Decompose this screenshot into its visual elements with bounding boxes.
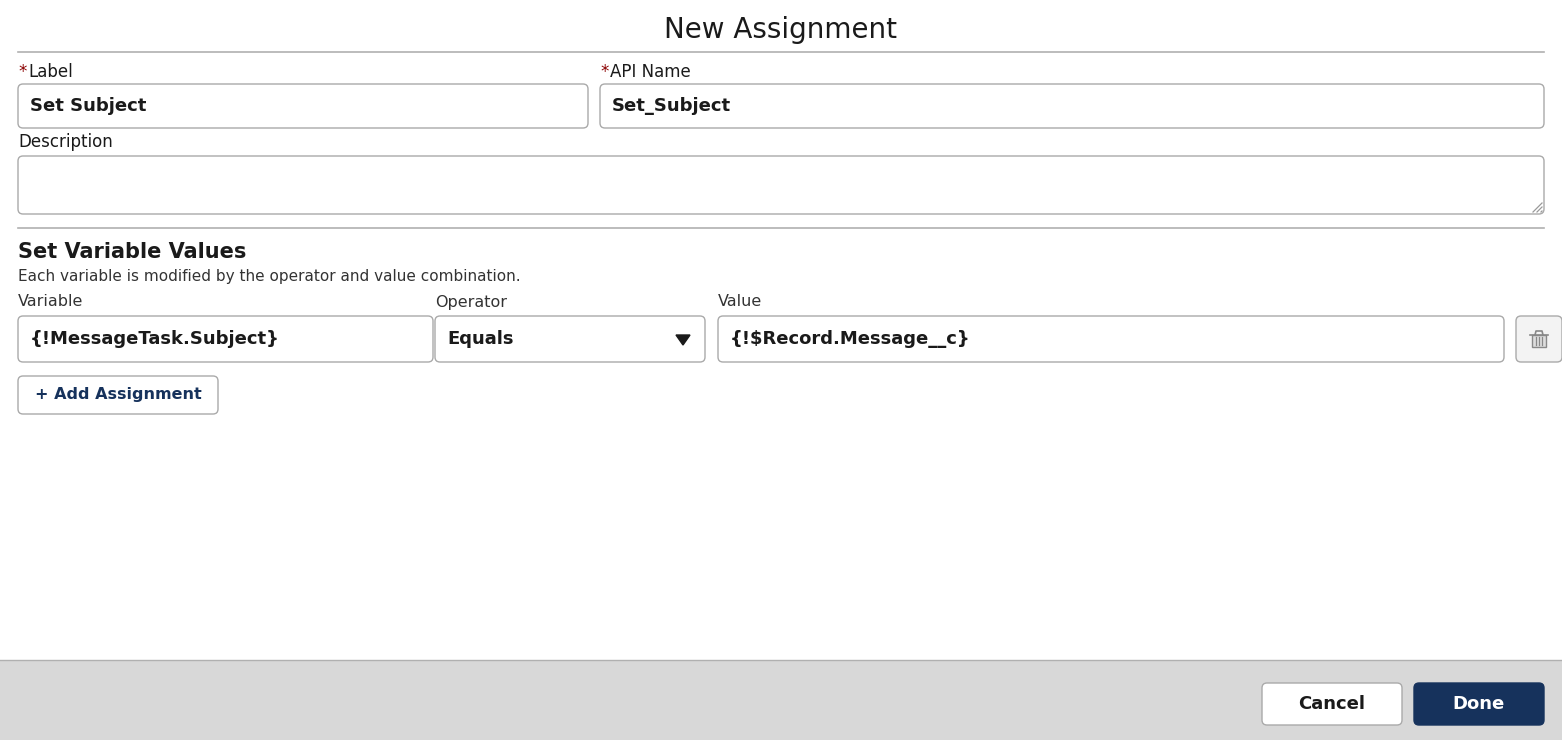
FancyBboxPatch shape [19,376,219,414]
Text: Variable: Variable [19,295,83,309]
Text: Operator: Operator [434,295,508,309]
Bar [1532,335,1546,347]
Text: + Add Assignment: + Add Assignment [34,388,201,403]
Text: Set_Subject: Set_Subject [612,97,731,115]
Text: *: * [19,63,27,81]
Text: Set Variable Values: Set Variable Values [19,242,247,262]
FancyBboxPatch shape [719,316,1504,362]
Text: *: * [600,63,608,81]
Text: Value: Value [719,295,762,309]
FancyBboxPatch shape [19,156,1543,214]
FancyBboxPatch shape [19,316,433,362]
FancyBboxPatch shape [600,84,1543,128]
Text: Label: Label [28,63,73,81]
Text: Cancel: Cancel [1298,695,1365,713]
FancyBboxPatch shape [434,316,704,362]
Bar [0,660,1562,740]
FancyBboxPatch shape [1262,683,1403,725]
Polygon shape [676,335,690,345]
Text: Done: Done [1453,695,1506,713]
Text: Set Subject: Set Subject [30,97,147,115]
Text: {!$Record.Message__c}: {!$Record.Message__c} [729,330,970,348]
Text: Each variable is modified by the operator and value combination.: Each variable is modified by the operato… [19,269,520,283]
Text: New Assignment: New Assignment [664,16,898,44]
Text: {!MessageTask.Subject}: {!MessageTask.Subject} [30,330,280,348]
Text: API Name: API Name [611,63,690,81]
Text: Equals: Equals [447,330,514,348]
Text: Description: Description [19,133,112,151]
FancyBboxPatch shape [1517,316,1562,362]
FancyBboxPatch shape [19,84,587,128]
FancyBboxPatch shape [1414,683,1543,725]
